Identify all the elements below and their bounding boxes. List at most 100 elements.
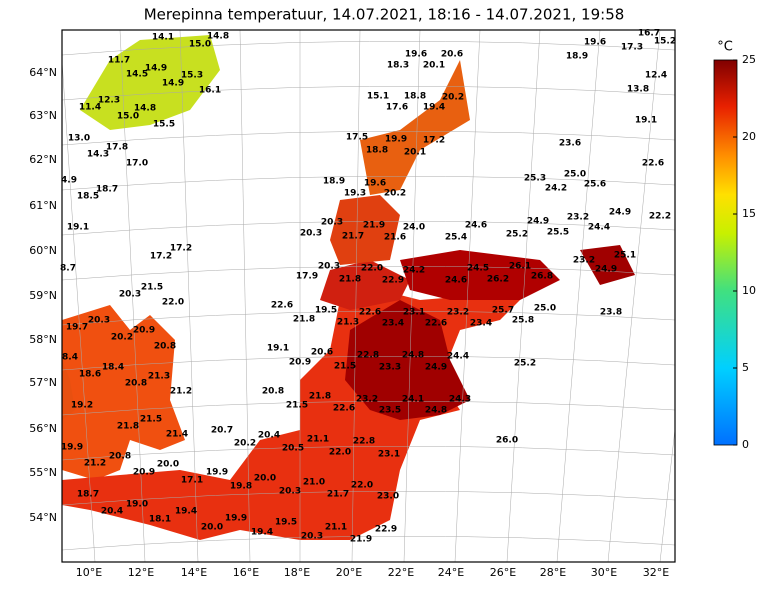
- lat-label: 59°N: [29, 289, 57, 302]
- temperature-label: 20.3: [88, 316, 110, 326]
- temperature-label: 24.9: [425, 363, 447, 373]
- temperature-label: 24.9: [595, 265, 617, 275]
- temperature-label: 19.5: [315, 306, 337, 316]
- lat-label: 60°N: [29, 244, 57, 257]
- temperature-label: 14.9: [162, 79, 184, 89]
- temperature-label: 19.9: [225, 514, 247, 524]
- temperature-label: 19.4: [423, 103, 445, 113]
- temperature-label: 20.6: [441, 50, 463, 60]
- temperature-label: 20.6: [311, 348, 333, 358]
- lon-label: 26°E: [490, 566, 516, 579]
- temperature-label: 23.4: [470, 319, 492, 329]
- temperature-label: 21.7: [327, 490, 349, 500]
- temperature-label: 20.3: [119, 290, 141, 300]
- lat-label: 62°N: [29, 153, 57, 166]
- temperature-label: 22.6: [359, 308, 381, 318]
- temperature-label: 23.0: [377, 492, 399, 502]
- colorbar-tick-label: 5: [742, 361, 749, 374]
- temperature-label: 13.0: [68, 134, 90, 144]
- temperature-label: 19.1: [635, 116, 657, 126]
- lat-label: 61°N: [29, 199, 57, 212]
- temperature-label: 20.2: [234, 439, 256, 449]
- temperature-label: 20.8: [262, 387, 284, 397]
- temperature-label: 20.4: [258, 431, 280, 441]
- temperature-label: 18.4: [102, 363, 124, 373]
- temperature-label: 20.8: [109, 452, 131, 462]
- temperature-label: 17.5: [346, 133, 368, 143]
- temperature-label: 19.9: [206, 468, 228, 478]
- temperature-label: 23.1: [403, 308, 425, 318]
- temperature-label: 23.2: [573, 256, 595, 266]
- sea-surface: [62, 35, 635, 540]
- lat-label: 54°N: [29, 511, 57, 524]
- temperature-label: 26.8: [531, 272, 553, 282]
- lon-label: 10°E: [76, 566, 102, 579]
- temperature-label: 20.9: [133, 468, 155, 478]
- temperature-label: 24.8: [402, 351, 424, 361]
- temperature-label: 21.5: [140, 415, 162, 425]
- temperature-label: 14.9: [145, 64, 167, 74]
- temperature-label: 23.2: [356, 395, 378, 405]
- temperature-label: 17.2: [170, 244, 192, 254]
- temperature-label: 24.9: [609, 208, 631, 218]
- temperature-label: 21.6: [384, 233, 406, 243]
- colorbar-tick-label: 20: [742, 130, 756, 143]
- temperature-label: 22.2: [649, 212, 671, 222]
- temperature-label: 25.3: [524, 174, 546, 184]
- temperature-label: 19.7: [66, 323, 88, 333]
- temperature-label: 25.0: [564, 170, 586, 180]
- temperature-label: 21.5: [334, 362, 356, 372]
- temperature-label: 23.2: [567, 213, 589, 223]
- temperature-label: 19.5: [275, 518, 297, 528]
- temperature-label: 20.9: [133, 326, 155, 336]
- temperature-label: 25.8: [512, 316, 534, 326]
- lon-label: 14°E: [181, 566, 207, 579]
- lon-label: 12°E: [128, 566, 154, 579]
- temperature-label: 22.6: [642, 159, 664, 169]
- temperature-label: 18.6: [79, 370, 101, 380]
- temperature-label: 21.9: [363, 221, 385, 231]
- temperature-label: 22.9: [375, 525, 397, 535]
- temperature-label: 20.0: [157, 460, 179, 470]
- temperature-label: 15.5: [153, 120, 175, 130]
- temperature-label: 21.4: [166, 430, 188, 440]
- temperature-label: 13.8: [627, 85, 649, 95]
- temperature-label: 14.8: [134, 104, 156, 114]
- temperature-label: 20.0: [201, 523, 223, 533]
- temperature-label: 17.6: [386, 103, 408, 113]
- temperature-label: 21.5: [286, 401, 308, 411]
- temperature-label: 22.6: [333, 404, 355, 414]
- temperature-label: 21.0: [303, 478, 325, 488]
- temperature-label: 25.4: [445, 233, 467, 243]
- temperature-label: 21.2: [84, 459, 106, 469]
- colorbar-tick-label: 10: [742, 284, 756, 297]
- temperature-label: 18.8: [366, 146, 388, 156]
- temperature-label: 23.3: [379, 363, 401, 373]
- colorbar-unit: °C: [717, 40, 733, 55]
- temperature-label: 15.3: [181, 71, 203, 81]
- temperature-label: 22.0: [351, 481, 373, 491]
- temperature-label: 16.7: [638, 29, 660, 39]
- temperature-label: 19.4: [251, 528, 273, 538]
- temperature-label: 21.8: [293, 315, 315, 325]
- temperature-label: 25.7: [492, 306, 514, 316]
- temperature-label: 22.0: [329, 448, 351, 458]
- temperature-label: 26.2: [487, 275, 509, 285]
- temperature-label: 24.1: [402, 395, 424, 405]
- temperature-label: 25.5: [547, 228, 569, 238]
- temperature-label: 14.1: [152, 33, 174, 43]
- lon-label: 16°E: [233, 566, 259, 579]
- temperature-label: 21.1: [325, 523, 347, 533]
- lat-label: 57°N: [29, 376, 57, 389]
- graticule: [62, 30, 675, 562]
- temperature-label: 25.0: [534, 304, 556, 314]
- temperature-label: 12.3: [98, 96, 120, 106]
- temperature-label: 11.4: [79, 103, 101, 113]
- temperature-label: 18.9: [566, 52, 588, 62]
- temperature-label: 26.0: [496, 436, 518, 446]
- temperature-label: 19.4: [175, 507, 197, 517]
- lat-label: 64°N: [29, 66, 57, 79]
- temperature-label: 21.2: [170, 387, 192, 397]
- lat-label: 55°N: [29, 466, 57, 479]
